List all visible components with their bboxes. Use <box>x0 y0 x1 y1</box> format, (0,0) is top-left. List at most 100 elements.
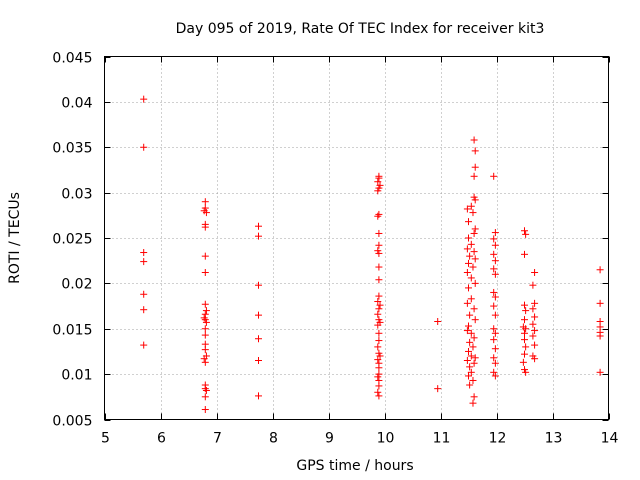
data-point-marker <box>140 143 148 151</box>
data-point-marker <box>255 357 262 365</box>
data-point-marker <box>469 376 477 384</box>
data-point-marker <box>471 196 479 204</box>
data-point-marker <box>529 320 537 328</box>
data-point-marker <box>491 270 499 278</box>
data-point-marker <box>596 368 604 376</box>
data-point-marker <box>491 372 499 380</box>
x-tick-label: 14 <box>601 431 619 447</box>
data-point-marker <box>375 329 383 337</box>
y-tick-label: 0.02 <box>61 277 92 293</box>
data-point-marker <box>374 356 382 364</box>
data-point-marker <box>466 252 474 260</box>
data-point-marker <box>469 263 477 271</box>
axis-ticks <box>104 56 610 421</box>
data-point-marker <box>491 311 499 319</box>
data-point-marker <box>467 274 475 282</box>
data-point-marker <box>201 346 209 354</box>
data-point-marker <box>375 263 383 271</box>
data-point-marker <box>463 299 471 307</box>
data-point-marker <box>466 381 474 389</box>
data-point-marker <box>491 293 499 301</box>
data-point-marker <box>200 207 208 215</box>
data-point-marker <box>521 301 528 309</box>
data-point-marker <box>140 306 148 314</box>
data-point-marker <box>471 354 479 362</box>
data-point-marker <box>140 249 148 257</box>
data-point-marker <box>374 343 382 351</box>
data-point-marker <box>463 327 471 335</box>
data-point-marker <box>490 235 498 243</box>
data-point-marker <box>375 382 383 390</box>
data-point-marker <box>201 393 209 401</box>
data-point-marker <box>469 343 477 351</box>
data-point-marker <box>471 147 479 155</box>
data-point-marker <box>434 385 442 393</box>
data-point-marker <box>201 198 209 206</box>
data-point-marker <box>255 335 262 343</box>
data-point-marker <box>470 393 478 401</box>
data-point-marker <box>531 355 539 363</box>
x-tick-label: 11 <box>433 431 451 447</box>
data-point-marker <box>375 229 383 237</box>
y-tick-label: 0.035 <box>52 141 92 157</box>
data-point-marker <box>491 257 499 265</box>
data-point-marker <box>255 232 262 240</box>
data-point-marker <box>470 334 478 342</box>
data-point-marker <box>376 352 384 360</box>
data-point-marker <box>467 202 475 210</box>
data-point-marker <box>470 172 478 180</box>
y-tick-labels: 0.005 0.01 0.015 0.02 0.025 0.03 0.035 0.04 0.04… <box>52 51 92 430</box>
data-point-marker <box>596 299 604 307</box>
data-point-marker <box>471 279 479 287</box>
y-tick-label: 0.01 <box>61 368 92 384</box>
y-axis-label: ROTI / TECUs <box>7 192 23 284</box>
data-point-marker <box>470 359 478 367</box>
data-point-marker <box>374 321 382 329</box>
data-point-marker <box>374 187 382 195</box>
data-points <box>140 95 604 414</box>
data-point-marker <box>463 268 471 276</box>
data-point-marker <box>529 281 537 289</box>
data-point-marker <box>521 227 528 235</box>
data-point-marker <box>491 241 499 249</box>
y-tick-label: 0.005 <box>52 414 92 430</box>
data-point-marker <box>467 240 475 248</box>
data-point-marker <box>201 385 209 393</box>
x-tick-label: 5 <box>101 431 110 447</box>
data-point-marker <box>200 314 208 322</box>
data-point-marker <box>471 316 479 324</box>
data-point-marker <box>490 336 498 344</box>
data-point-marker <box>465 284 472 292</box>
data-point-marker <box>596 332 604 340</box>
data-point-marker <box>202 307 210 315</box>
data-point-marker <box>376 301 384 309</box>
data-point-marker <box>375 210 383 218</box>
data-point-marker <box>491 359 499 367</box>
plot-frame <box>104 56 609 420</box>
data-point-marker <box>471 163 479 171</box>
data-point-marker <box>470 229 478 237</box>
data-point-marker <box>467 295 475 303</box>
data-point-marker <box>465 347 472 355</box>
data-point-marker <box>465 372 472 380</box>
data-point-marker <box>374 178 382 186</box>
data-point-marker <box>255 222 262 230</box>
data-point-marker <box>375 364 383 372</box>
data-point-marker <box>374 373 382 381</box>
chart-title: Day 095 of 2019, Rate Of TEC Index for r… <box>176 21 545 37</box>
data-point-marker <box>469 209 477 217</box>
data-point-marker <box>140 290 148 298</box>
data-point-marker <box>375 249 383 257</box>
data-point-marker <box>490 265 498 273</box>
data-point-marker <box>140 258 148 266</box>
data-point-marker <box>463 205 471 213</box>
data-point-marker <box>467 329 475 337</box>
data-point-marker <box>522 325 530 333</box>
data-point-marker <box>531 327 539 335</box>
data-point-marker <box>375 305 383 313</box>
data-point-marker <box>201 268 209 276</box>
data-point-marker <box>490 354 498 362</box>
data-point-marker <box>140 95 148 103</box>
data-point-marker <box>375 292 383 300</box>
